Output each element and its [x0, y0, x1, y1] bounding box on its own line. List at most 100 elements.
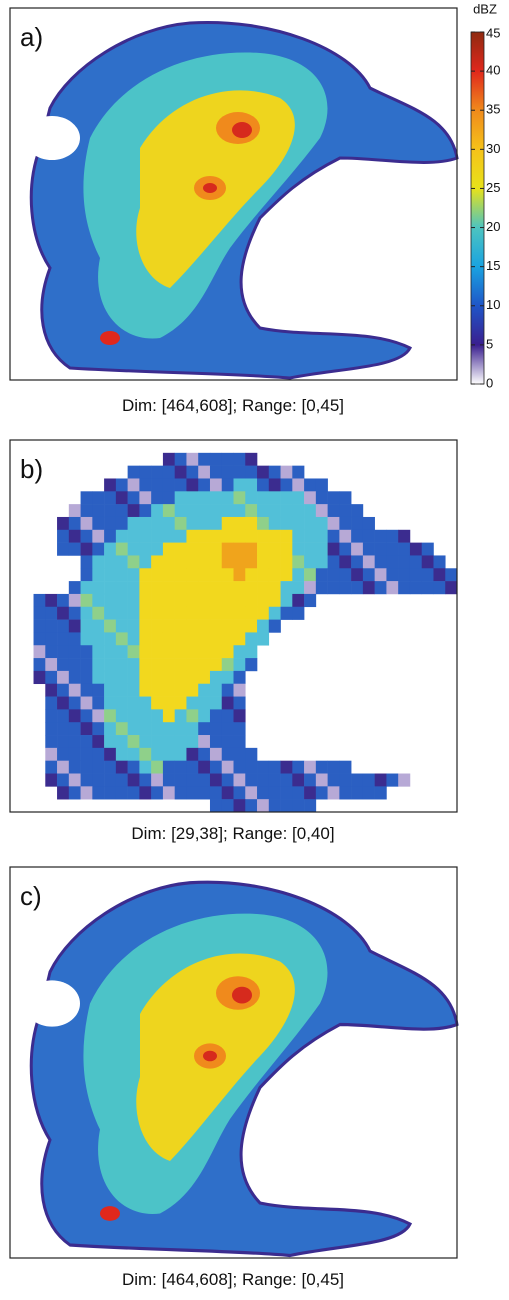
- pixel: [186, 542, 199, 556]
- pixel: [45, 709, 58, 723]
- pixel: [245, 581, 258, 595]
- pixel: [127, 555, 140, 569]
- pixel: [433, 581, 446, 595]
- pixel: [104, 568, 117, 582]
- panel-b: b): [9, 439, 458, 813]
- pixel: [92, 747, 105, 761]
- pixel: [209, 619, 223, 633]
- pixel: [221, 722, 234, 736]
- pixel: [68, 722, 81, 736]
- pixel: [104, 786, 117, 800]
- pixel: [174, 722, 187, 736]
- pixel: [327, 504, 340, 518]
- pixel: [315, 529, 328, 543]
- pixel: [292, 491, 305, 505]
- pixel: [174, 760, 187, 774]
- pixel: [162, 786, 175, 800]
- pixel: [304, 581, 317, 595]
- pixel: [362, 568, 375, 582]
- pixel: [68, 619, 81, 633]
- pixel: [80, 722, 93, 736]
- pixel: [304, 799, 317, 813]
- pixel: [339, 786, 352, 800]
- pixel: [268, 799, 281, 813]
- pixel: [398, 542, 411, 556]
- pixel: [80, 555, 93, 569]
- pixel: [362, 516, 375, 531]
- pixel: [327, 491, 340, 505]
- pixel: [233, 645, 246, 659]
- pixel: [304, 786, 317, 800]
- pixel: [92, 709, 105, 723]
- pixel: [280, 568, 293, 582]
- pixel: [221, 606, 234, 620]
- pixel: [115, 529, 128, 543]
- pixel: [221, 452, 234, 466]
- pixel: [92, 619, 105, 633]
- pixel: [257, 593, 270, 608]
- pixel: [257, 542, 270, 556]
- pixel: [68, 606, 81, 620]
- pixel: [45, 760, 58, 774]
- pixel: [280, 581, 293, 595]
- pixel: [221, 555, 234, 569]
- pixel: [151, 645, 164, 659]
- pixel: [45, 670, 58, 685]
- pixel: [80, 696, 93, 710]
- pixel: [115, 696, 128, 710]
- pixel: [292, 478, 305, 492]
- pixel: [80, 670, 93, 685]
- pixel: [174, 555, 187, 569]
- pixel: [233, 606, 246, 620]
- pixel: [139, 722, 152, 736]
- pixel: [198, 516, 211, 531]
- pixel: [174, 568, 187, 582]
- pixel: [162, 619, 175, 633]
- pixel: [127, 683, 140, 697]
- pixel: [186, 619, 199, 633]
- pixel: [151, 478, 164, 492]
- pixel: [186, 658, 199, 672]
- pixel: [315, 542, 328, 556]
- pixel: [280, 478, 293, 492]
- pixel: [386, 555, 399, 569]
- pixel: [162, 696, 175, 710]
- pixel: [57, 658, 70, 672]
- pixel: [245, 645, 258, 659]
- pixel: [339, 568, 352, 582]
- pixel: [139, 709, 152, 723]
- pixel: [268, 619, 281, 633]
- panel-label: b): [20, 454, 43, 484]
- pixel: [57, 683, 70, 697]
- pixel: [104, 516, 117, 531]
- pixel: [233, 452, 246, 466]
- pixel: [115, 491, 128, 505]
- pixel: [268, 478, 281, 492]
- pixel: [233, 747, 246, 761]
- pixel: [162, 491, 175, 505]
- pixel: [209, 799, 223, 813]
- pixel: [104, 747, 117, 761]
- pixel: [198, 542, 211, 556]
- pixel: [233, 696, 246, 710]
- pixel: [45, 735, 58, 749]
- pixel: [362, 773, 375, 787]
- pixel: [57, 760, 70, 774]
- pixel: [80, 747, 93, 761]
- pixel: [198, 786, 211, 800]
- pixel: [198, 504, 211, 518]
- pixel: [198, 593, 211, 608]
- pixel: [233, 658, 246, 672]
- pixel: [198, 735, 211, 749]
- pixel: [362, 542, 375, 556]
- colorbar-tick-label: 45: [486, 25, 500, 40]
- pixel: [33, 619, 46, 633]
- pixel: [245, 760, 258, 774]
- pixel: [162, 568, 175, 582]
- pixel: [80, 516, 93, 531]
- pixel: [115, 786, 128, 800]
- colorbar: dBZ 0 5 10 15 20 25 30 35 40 45: [470, 1, 500, 390]
- pixel: [92, 760, 105, 774]
- pixel: [198, 619, 211, 633]
- pixel: [92, 670, 105, 685]
